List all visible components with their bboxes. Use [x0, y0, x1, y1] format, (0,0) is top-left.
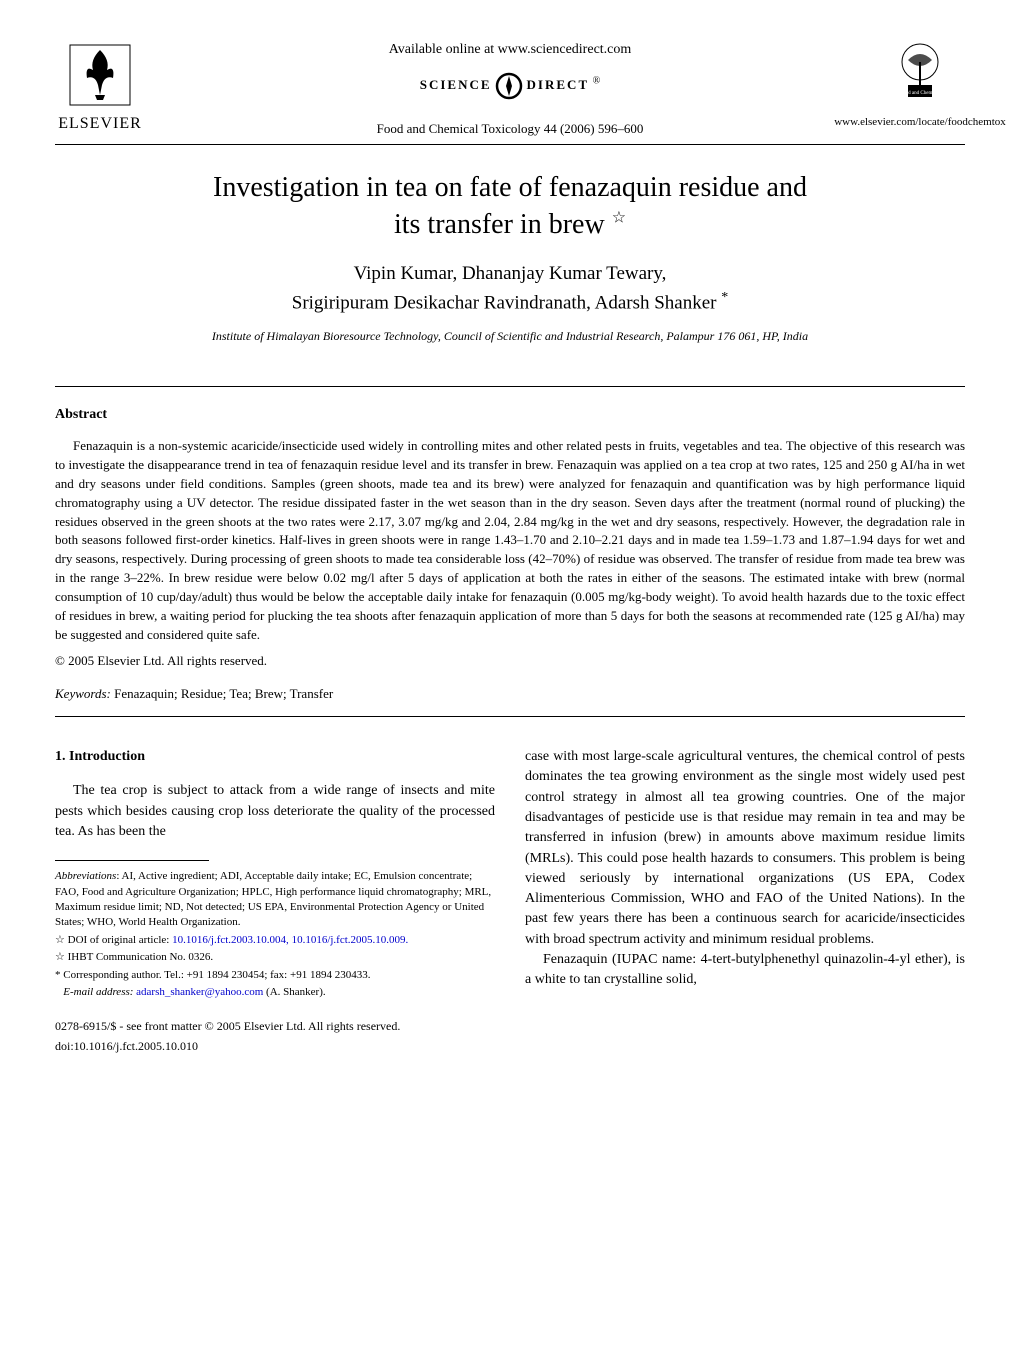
introduction-heading: 1. Introduction — [55, 747, 495, 767]
authors-line-1: Vipin Kumar, Dhananjay Kumar Tewary, — [354, 263, 667, 284]
doi-prefix: DOI of original article: — [65, 934, 172, 946]
footnotes-divider — [55, 860, 209, 861]
abstract-copyright: © 2005 Elsevier Ltd. All rights reserved… — [55, 652, 965, 671]
bottom-copyright: 0278-6915/$ - see front matter © 2005 El… — [55, 1018, 495, 1035]
elsevier-tree-icon — [65, 40, 135, 110]
footnote-email: E-mail address: adarsh_shanker@yahoo.com… — [55, 985, 495, 1000]
footnote-corresponding: * Corresponding author. Tel.: +91 1894 2… — [55, 968, 495, 983]
journal-url: www.elsevier.com/locate/foodchemtox — [834, 115, 1006, 131]
header-divider — [55, 144, 965, 145]
email-link[interactable]: adarsh_shanker@yahoo.com — [133, 986, 263, 998]
doi-link-2[interactable]: 10.1016/j.fct.2005.10.009. — [289, 934, 408, 946]
footnote-doi: ☆ DOI of original article: 10.1016/j.fct… — [55, 933, 495, 948]
page-header: ELSEVIER Available online at www.science… — [55, 40, 965, 139]
available-online-text: Available online at www.sciencedirect.co… — [165, 40, 855, 60]
left-column: 1. Introduction The tea crop is subject … — [55, 747, 495, 1055]
doi-link-1[interactable]: 10.1016/j.fct.2003.10.004, — [172, 934, 289, 946]
science-direct-prefix: SCIENCE — [420, 78, 492, 93]
abbrev-label: Abbreviations — [55, 870, 116, 882]
intro-para-right-2: Fenazaquin (IUPAC name: 4-tert-butylphen… — [525, 950, 965, 991]
corresponding-author-marker: * — [721, 290, 728, 305]
title-footnote-marker: ☆ — [612, 209, 626, 226]
ihbt-marker: ☆ — [55, 951, 65, 963]
keywords: Keywords: Fenazaquin; Residue; Tea; Brew… — [55, 685, 965, 704]
right-column: case with most large-scale agricultural … — [525, 747, 965, 1055]
abstract-text: Fenazaquin is a non-systemic acaricide/i… — [55, 438, 965, 641]
journal-logo: Food and Chemical www.elsevier.com/locat… — [875, 40, 965, 131]
footnote-ihbt: ☆ IHBT Communication No. 0326. — [55, 950, 495, 965]
ihbt-text: IHBT Communication No. 0326. — [65, 951, 213, 963]
abbrev-text: : AI, Active ingredient; ADI, Acceptable… — [55, 870, 491, 928]
science-direct-suffix: DIRECT — [527, 78, 590, 93]
title-line-1: Investigation in tea on fate of fenazaqu… — [213, 172, 807, 203]
authors: Vipin Kumar, Dhananjay Kumar Tewary, Sri… — [55, 261, 965, 317]
center-header: Available online at www.sciencedirect.co… — [145, 40, 875, 139]
publisher-name: ELSEVIER — [58, 112, 142, 135]
publisher-logo: ELSEVIER — [55, 40, 145, 135]
fct-logo-icon: Food and Chemical — [890, 40, 950, 110]
email-suffix: (A. Shanker). — [263, 986, 325, 998]
keywords-label: Keywords: — [55, 686, 111, 701]
abstract-bottom-rule — [55, 716, 965, 717]
article-title: Investigation in tea on fate of fenazaqu… — [55, 170, 965, 243]
email-label: E-mail address: — [63, 986, 133, 998]
abstract-heading: Abstract — [55, 405, 965, 425]
title-line-2: its transfer in brew — [394, 209, 605, 240]
abstract-top-rule — [55, 386, 965, 387]
doi-marker: ☆ — [55, 934, 65, 946]
compass-icon — [495, 72, 523, 100]
keywords-text: Fenazaquin; Residue; Tea; Brew; Transfer — [111, 686, 333, 701]
body-columns: 1. Introduction The tea crop is subject … — [55, 747, 965, 1055]
intro-para-right-1: case with most large-scale agricultural … — [525, 747, 965, 950]
abstract-body: Fenazaquin is a non-systemic acaricide/i… — [55, 437, 965, 644]
bottom-doi: doi:10.1016/j.fct.2005.10.010 — [55, 1038, 495, 1055]
intro-para-left: The tea crop is subject to attack from a… — [55, 781, 495, 842]
svg-text:Food and Chemical: Food and Chemical — [900, 91, 940, 96]
science-direct-logo: SCIENCE DIRECT ® — [165, 72, 855, 100]
footnote-abbreviations: Abbreviations: AI, Active ingredient; AD… — [55, 869, 495, 931]
corr-text: Corresponding author. Tel.: +91 1894 230… — [61, 969, 371, 981]
journal-reference: Food and Chemical Toxicology 44 (2006) 5… — [165, 120, 855, 139]
affiliation: Institute of Himalayan Bioresource Techn… — [55, 328, 965, 345]
authors-line-2: Srigiripuram Desikachar Ravindranath, Ad… — [292, 292, 717, 313]
